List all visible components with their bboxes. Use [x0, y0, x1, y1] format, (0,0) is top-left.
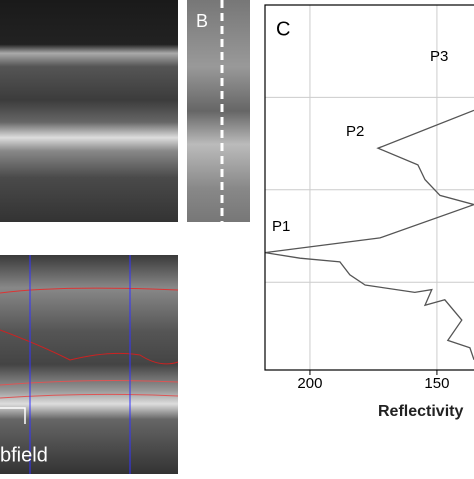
oct-strip	[187, 0, 250, 222]
profile-chart: 200 150	[264, 5, 474, 392]
layer-boundary	[0, 393, 179, 399]
panel-label: B	[196, 11, 208, 31]
annotation: P1	[272, 218, 290, 235]
annotation: P2	[346, 123, 364, 140]
layer-boundary	[0, 287, 179, 294]
bracket	[0, 407, 26, 424]
layer-boundary	[0, 329, 179, 365]
plot-frame	[264, 4, 474, 371]
profile-line	[264, 109, 474, 361]
x-tick-label: 150	[424, 375, 449, 392]
oct-image	[0, 0, 178, 222]
x-axis-label: Reflectivity	[378, 403, 463, 420]
subfield-label: bfield	[0, 444, 48, 466]
panel-label: C	[276, 18, 290, 40]
x-tick-label: 200	[297, 375, 322, 392]
layer-boundary	[0, 380, 179, 386]
annotation: P3	[430, 48, 448, 65]
